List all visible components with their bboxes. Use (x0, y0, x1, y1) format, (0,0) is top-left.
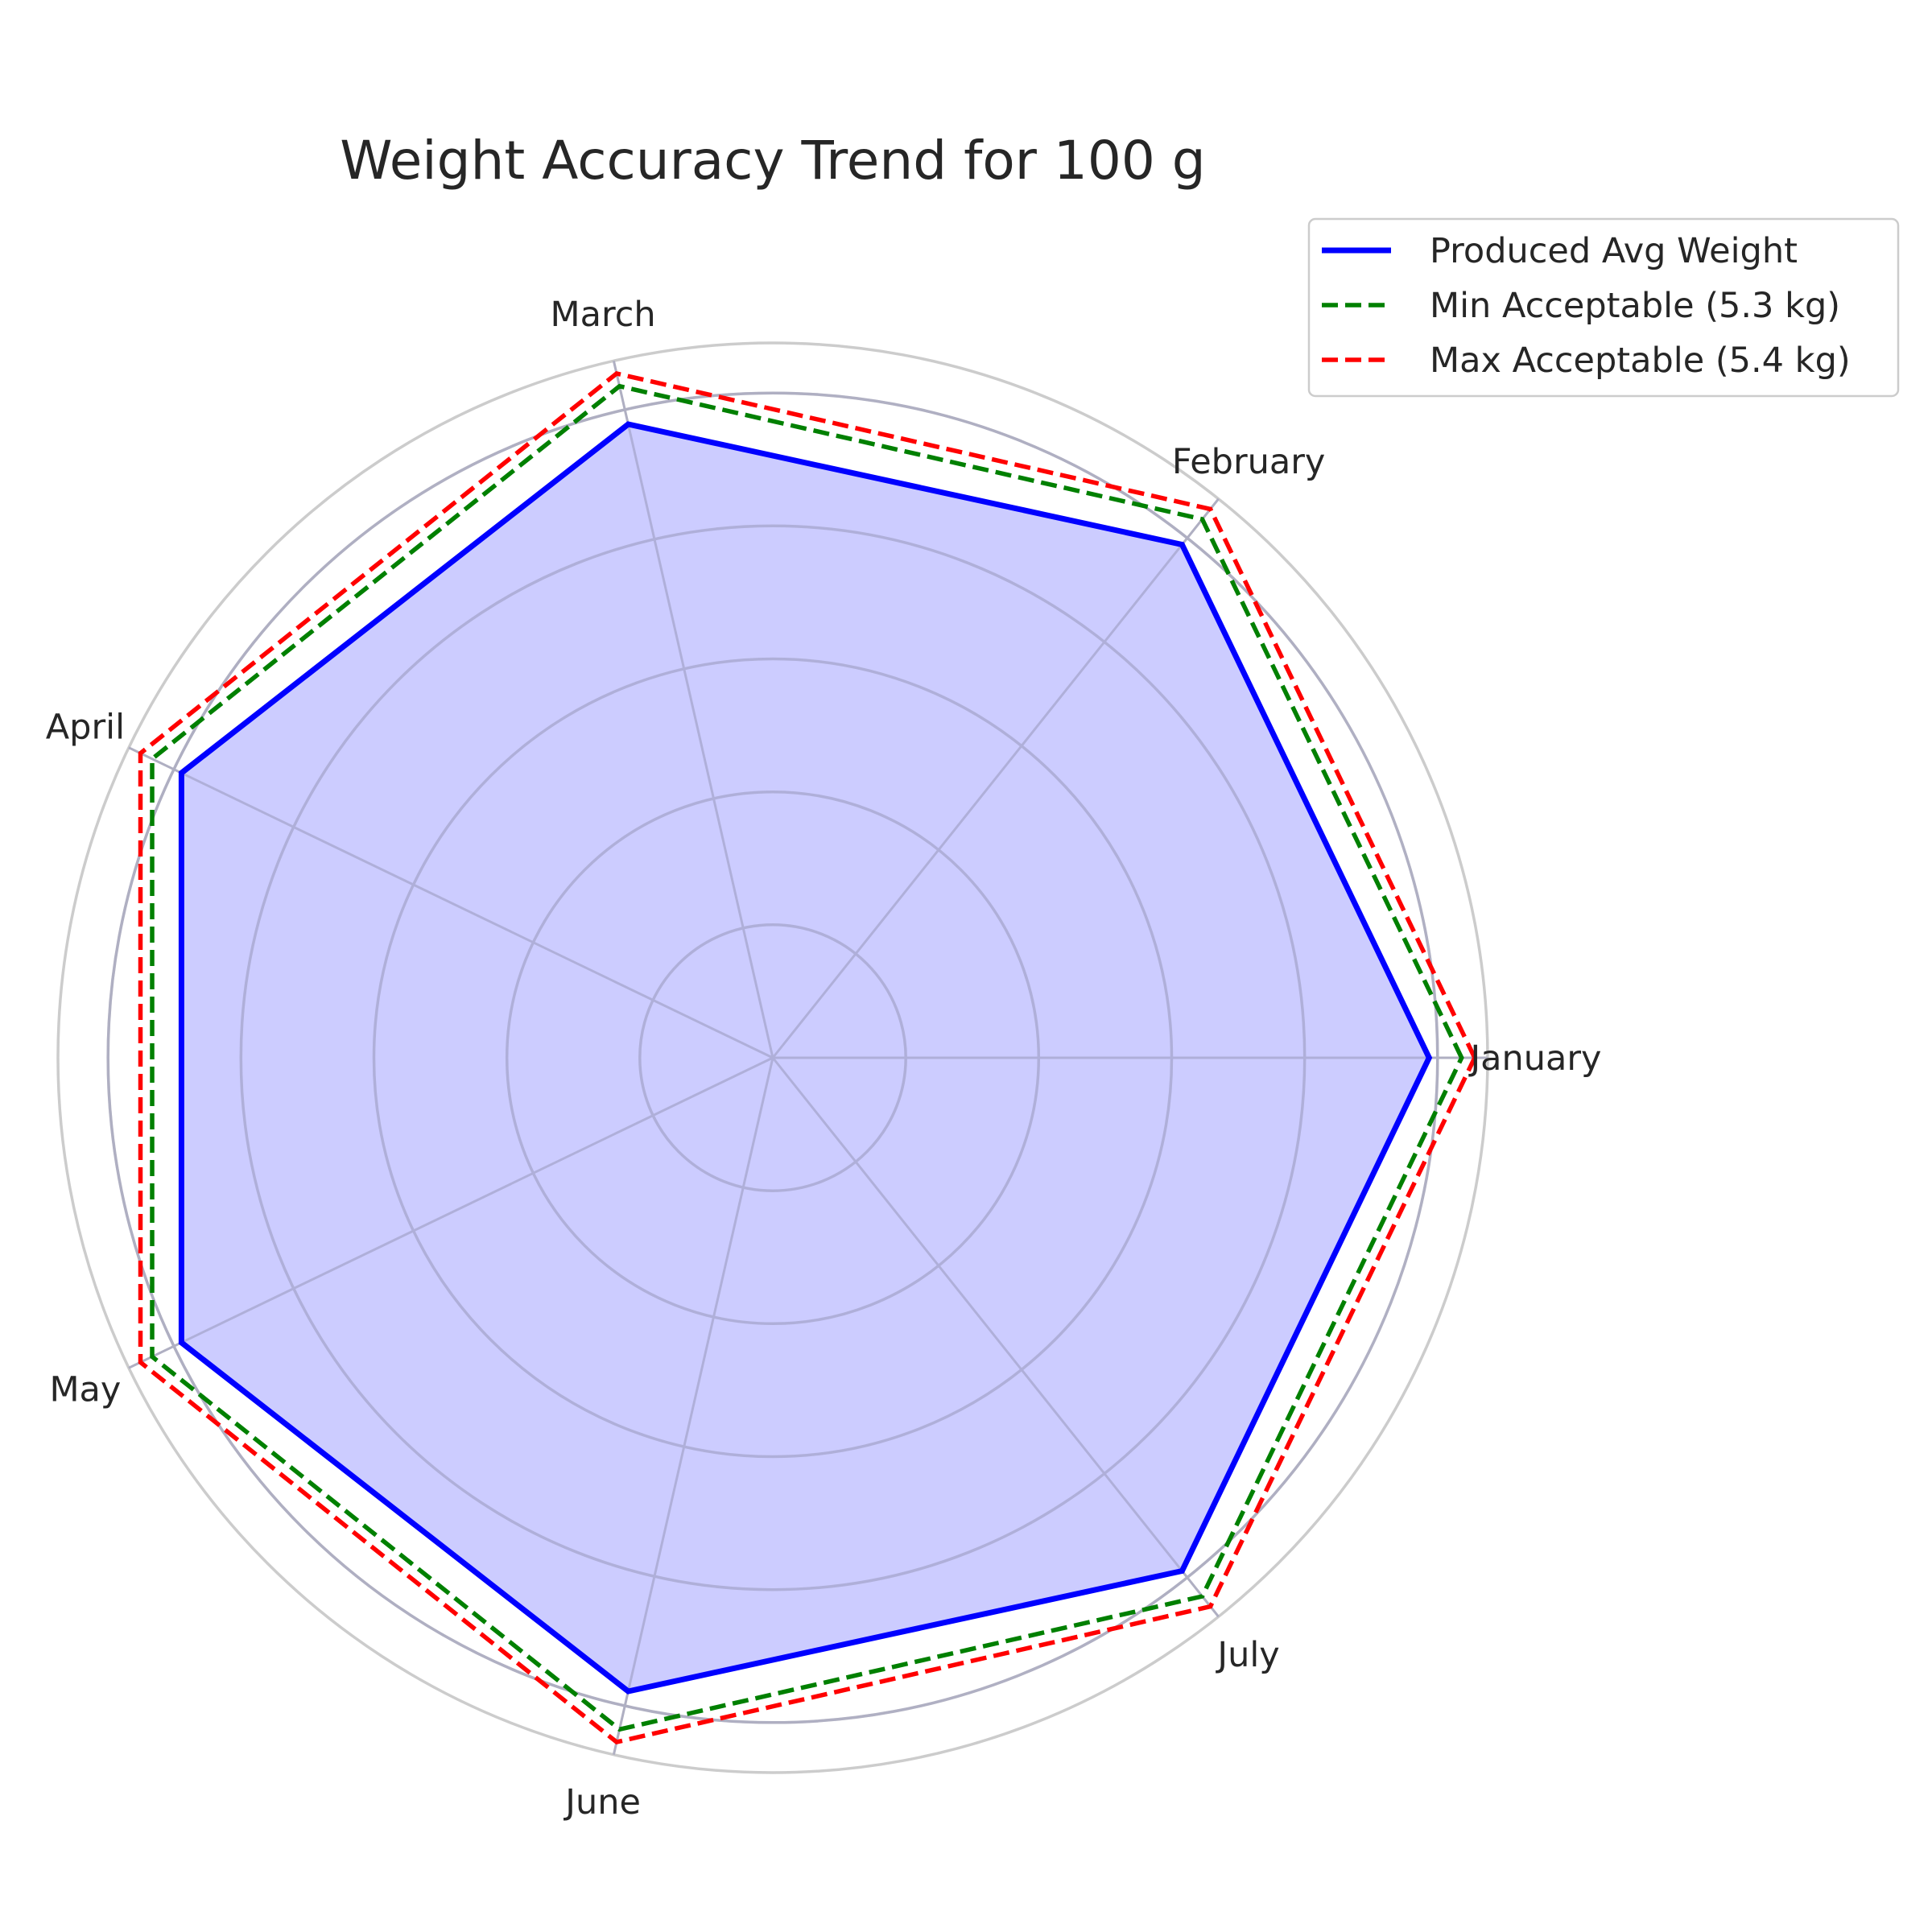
legend-label: Max Acceptable (5.4 kg) (1430, 341, 1851, 381)
category-label: June (563, 1782, 641, 1823)
grid-spoke-overlay (612, 1057, 774, 1756)
chart-title: Weight Accuracy Trend for 100 g (340, 130, 1205, 192)
legend-frame (1307, 217, 1900, 398)
category-label: March (551, 295, 656, 335)
category-label: April (46, 708, 125, 748)
legend-label: Min Acceptable (5.3 kg) (1430, 286, 1840, 326)
grid-spoke-overlay (771, 497, 1220, 1059)
grid-spoke-overlay (128, 746, 774, 1059)
series-line-produced-avg-weight (178, 421, 1433, 1695)
series-line-min-acceptable-5-3-kg (150, 383, 1464, 1732)
category-label: February (1172, 442, 1326, 482)
legend: Produced Avg Weight Min Acceptable (5.3 k… (1307, 217, 1900, 398)
grid-spoke-overlay (128, 1056, 774, 1369)
series-layer (106, 360, 1488, 1756)
category-labels: January February March April May June July (46, 295, 1602, 1823)
grid-spoke-overlay (771, 1057, 1220, 1618)
grid-spoke-overlay (612, 360, 774, 1059)
category-label: July (1215, 1635, 1279, 1675)
category-label: May (49, 1369, 121, 1410)
grid-overlay (106, 360, 1488, 1756)
category-label: January (1468, 1038, 1601, 1079)
series-line-max-acceptable-5-4-kg (138, 371, 1477, 1744)
legend-label: Produced Avg Weight (1430, 231, 1798, 271)
